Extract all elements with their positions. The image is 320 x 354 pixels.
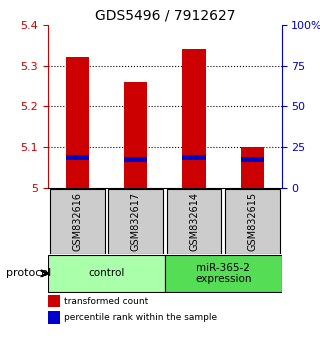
Bar	[182, 49, 206, 188]
Text: percentile rank within the sample: percentile rank within the sample	[64, 313, 218, 322]
Text: miR-365-2
expression: miR-365-2 expression	[195, 263, 252, 284]
FancyBboxPatch shape	[108, 189, 163, 253]
Bar	[66, 155, 89, 160]
Bar	[182, 155, 206, 160]
Text: GSM832616: GSM832616	[72, 192, 82, 251]
Bar	[241, 147, 264, 188]
Bar	[48, 312, 60, 324]
Bar	[124, 82, 147, 188]
Text: GSM832614: GSM832614	[189, 192, 199, 251]
Title: GDS5496 / 7912627: GDS5496 / 7912627	[94, 8, 235, 22]
Text: GSM832615: GSM832615	[247, 192, 257, 251]
Text: control: control	[88, 268, 124, 278]
Text: transformed count: transformed count	[64, 297, 148, 306]
FancyBboxPatch shape	[165, 255, 282, 292]
Text: protocol: protocol	[6, 268, 52, 278]
Bar	[241, 157, 264, 162]
Bar	[48, 295, 60, 307]
FancyBboxPatch shape	[225, 189, 280, 253]
Bar	[124, 157, 147, 162]
Bar	[66, 57, 89, 188]
FancyBboxPatch shape	[166, 189, 221, 253]
FancyBboxPatch shape	[48, 255, 165, 292]
FancyBboxPatch shape	[50, 189, 105, 253]
Text: GSM832617: GSM832617	[131, 192, 140, 251]
